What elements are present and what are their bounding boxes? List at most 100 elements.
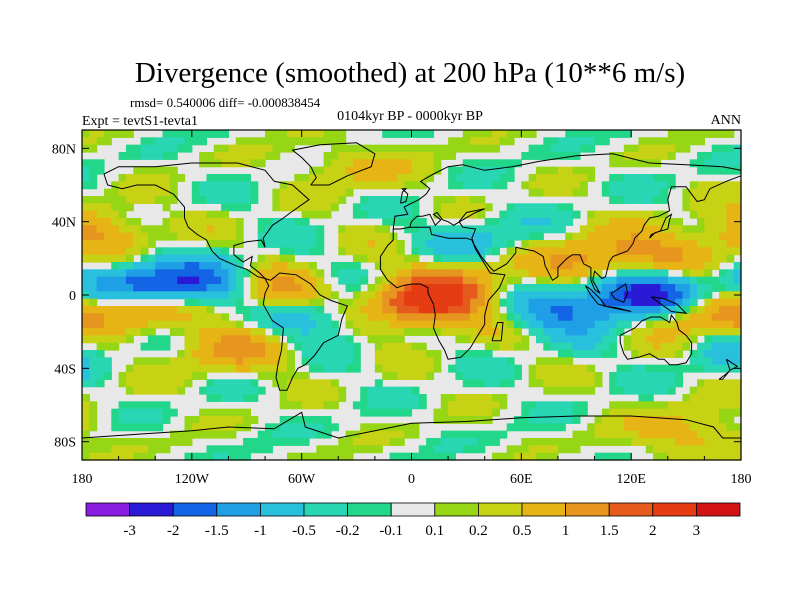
expt-label: Expt = tevtS1-tevta1 bbox=[82, 114, 198, 129]
field-cell bbox=[294, 430, 303, 439]
field-cell bbox=[462, 284, 471, 292]
field-cell bbox=[338, 240, 347, 248]
field-cell bbox=[477, 394, 486, 402]
field-cell bbox=[667, 423, 676, 432]
field-cell bbox=[528, 254, 537, 263]
field-cell bbox=[213, 232, 222, 241]
field-cell bbox=[616, 240, 625, 248]
field-cell bbox=[272, 430, 281, 439]
field-cell bbox=[147, 225, 156, 234]
field-cell bbox=[411, 320, 420, 329]
field-cell bbox=[272, 298, 281, 307]
field-cell bbox=[484, 357, 493, 366]
field-cell bbox=[645, 430, 654, 439]
field-cell bbox=[82, 130, 90, 138]
field-cell bbox=[323, 386, 332, 395]
field-cell bbox=[689, 196, 698, 204]
field-cell bbox=[543, 269, 552, 278]
field-cell bbox=[645, 144, 654, 153]
field-cell bbox=[82, 313, 90, 322]
field-cell bbox=[118, 284, 127, 292]
field-cell bbox=[704, 386, 713, 395]
field-cell bbox=[470, 445, 478, 454]
field-cell bbox=[448, 144, 457, 153]
field-cell bbox=[455, 298, 464, 307]
field-cell bbox=[492, 232, 500, 241]
field-cell bbox=[594, 328, 603, 336]
field-cell bbox=[492, 225, 500, 234]
field-cell bbox=[265, 291, 273, 300]
field-cell bbox=[396, 262, 405, 270]
field-cell bbox=[155, 342, 164, 351]
field-cell bbox=[111, 269, 120, 278]
field-cell bbox=[301, 210, 310, 219]
field-cell bbox=[711, 203, 720, 212]
field-cell bbox=[433, 408, 442, 417]
field-cell bbox=[404, 328, 413, 336]
field-cell bbox=[330, 445, 339, 454]
field-cell bbox=[155, 386, 164, 395]
field-cell bbox=[367, 445, 376, 454]
field-cell bbox=[301, 335, 310, 344]
field-cell bbox=[506, 210, 515, 219]
y-tick-label: 40N bbox=[52, 216, 76, 231]
field-cell bbox=[89, 130, 98, 138]
field-cell bbox=[257, 284, 266, 292]
field-cell bbox=[572, 130, 581, 138]
field-cell bbox=[323, 379, 332, 388]
field-cell bbox=[360, 313, 369, 322]
field-cell bbox=[338, 438, 347, 446]
field-cell bbox=[572, 430, 581, 439]
field-cell bbox=[360, 291, 369, 300]
field-cell bbox=[213, 394, 222, 402]
field-cell bbox=[140, 196, 149, 204]
field-cell bbox=[213, 423, 222, 432]
field-cell bbox=[374, 335, 383, 344]
field-cell bbox=[462, 357, 471, 366]
field-cell bbox=[675, 401, 684, 410]
field-cell bbox=[155, 181, 164, 190]
field-cell bbox=[360, 438, 369, 446]
coastline bbox=[603, 305, 632, 312]
field-cell bbox=[235, 386, 244, 395]
field-cell bbox=[155, 401, 164, 410]
field-cell bbox=[316, 196, 325, 204]
field-cell bbox=[601, 320, 610, 329]
field-cell bbox=[682, 284, 691, 292]
field-cell bbox=[279, 218, 288, 226]
field-cell bbox=[199, 276, 208, 285]
field-cell bbox=[711, 328, 720, 336]
field-cell bbox=[140, 408, 149, 417]
field-cell bbox=[330, 401, 339, 410]
field-cell bbox=[631, 152, 640, 160]
field-cell bbox=[140, 276, 149, 285]
field-cell bbox=[389, 372, 398, 380]
field-cell bbox=[667, 372, 676, 380]
field-cell bbox=[360, 196, 369, 204]
field-cell bbox=[719, 342, 727, 351]
field-cell bbox=[689, 335, 698, 344]
field-cell bbox=[609, 218, 618, 226]
field-cell bbox=[697, 416, 705, 424]
field-cell bbox=[711, 320, 720, 329]
field-cell bbox=[521, 452, 530, 461]
field-cell bbox=[470, 276, 478, 285]
field-cell bbox=[689, 320, 698, 329]
field-cell bbox=[616, 174, 625, 182]
field-cell bbox=[462, 137, 471, 146]
field-cell bbox=[418, 372, 427, 380]
field-cell bbox=[653, 276, 662, 285]
field-cell bbox=[279, 328, 288, 336]
field-cell bbox=[272, 137, 281, 146]
field-cell bbox=[638, 394, 647, 402]
field-cell bbox=[213, 240, 222, 248]
field-cell bbox=[111, 423, 120, 432]
field-cell bbox=[103, 232, 112, 241]
field-cell bbox=[404, 298, 413, 307]
field-cell bbox=[557, 152, 566, 160]
field-cell bbox=[535, 218, 544, 226]
field-cell bbox=[155, 408, 164, 417]
field-cell bbox=[279, 254, 288, 263]
field-cell bbox=[623, 342, 632, 351]
field-cell bbox=[667, 350, 676, 358]
